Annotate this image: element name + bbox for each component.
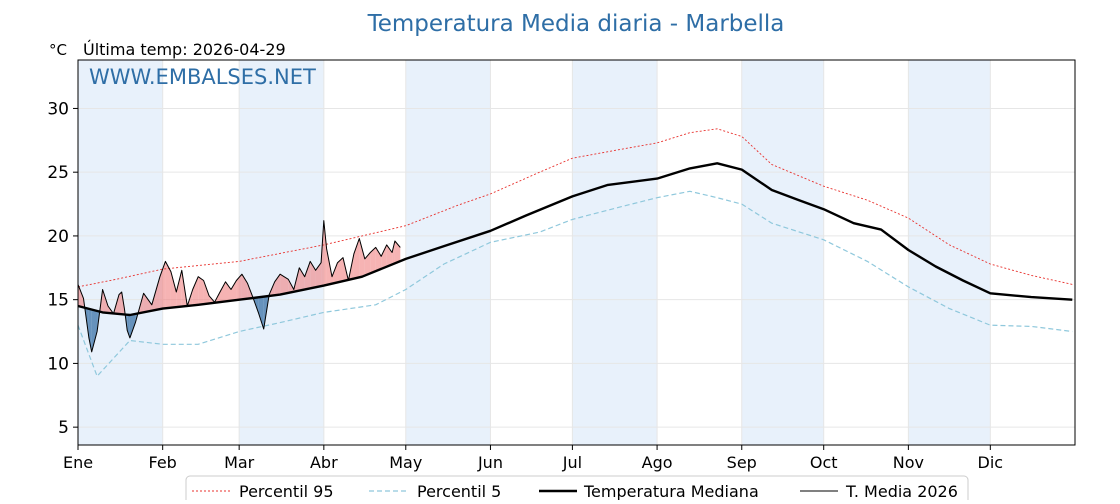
legend: Percentil 95 Percentil 5 Temperatura Media…: [186, 476, 968, 500]
y-unit-label: °C: [49, 41, 67, 59]
fill-above-median: [231, 281, 236, 301]
x-tick-label: Jun: [477, 453, 503, 472]
month-band-mar: [239, 60, 324, 445]
fill-above-median: [381, 245, 387, 269]
x-tick-label: Abr: [310, 453, 338, 472]
legend-label-current: T. Media 2026: [845, 482, 958, 500]
x-tick-label: Ago: [642, 453, 673, 472]
x-axis: Ene Feb Mar Abr May Jun Jul Ago Sep Oct Nov Dic: [63, 445, 1003, 472]
fill-above-median: [220, 282, 226, 302]
chart-title: Temperatura Media diaria - Marbella: [367, 11, 785, 37]
x-tick-label: Oct: [810, 453, 838, 472]
y-tick-label: 5: [58, 418, 69, 438]
month-band-jul: [572, 60, 657, 445]
x-tick-label: Sep: [727, 453, 757, 472]
legend-label-median: Temperatura Mediana: [583, 482, 759, 500]
fill-above-median: [119, 292, 122, 314]
y-axis: 5 10 15 20 25 30: [47, 99, 78, 438]
fill-above-median: [359, 239, 365, 278]
y-tick-label: 20: [47, 227, 69, 247]
x-tick-label: Jul: [562, 453, 582, 472]
fill-above-median: [193, 277, 199, 306]
y-tick-label: 25: [47, 163, 69, 183]
month-band-may: [406, 60, 491, 445]
legend-label-p5: Percentil 5: [417, 482, 501, 500]
legend-label-p95: Percentil 95: [239, 482, 334, 500]
month-band-nov: [908, 60, 990, 445]
fill-above-median: [354, 239, 359, 279]
fill-above-median: [198, 277, 203, 305]
month-band-sep: [742, 60, 824, 445]
month-band-ene: [78, 60, 163, 445]
watermark: WWW.EMBALSES.NET: [89, 65, 316, 89]
x-tick-label: Feb: [149, 453, 177, 472]
y-tick-label: 15: [47, 291, 69, 311]
x-tick-label: Ene: [63, 453, 93, 472]
month-bands: [78, 60, 990, 445]
last-temp-label: Última temp: 2026-04-29: [83, 40, 286, 59]
y-tick-label: 30: [47, 99, 69, 119]
y-tick-label: 10: [47, 354, 69, 374]
x-tick-label: Nov: [893, 453, 924, 472]
x-tick-label: May: [389, 453, 422, 472]
x-tick-label: Dic: [978, 453, 1004, 472]
fill-above-median: [226, 282, 232, 302]
x-tick-label: Mar: [224, 453, 255, 472]
